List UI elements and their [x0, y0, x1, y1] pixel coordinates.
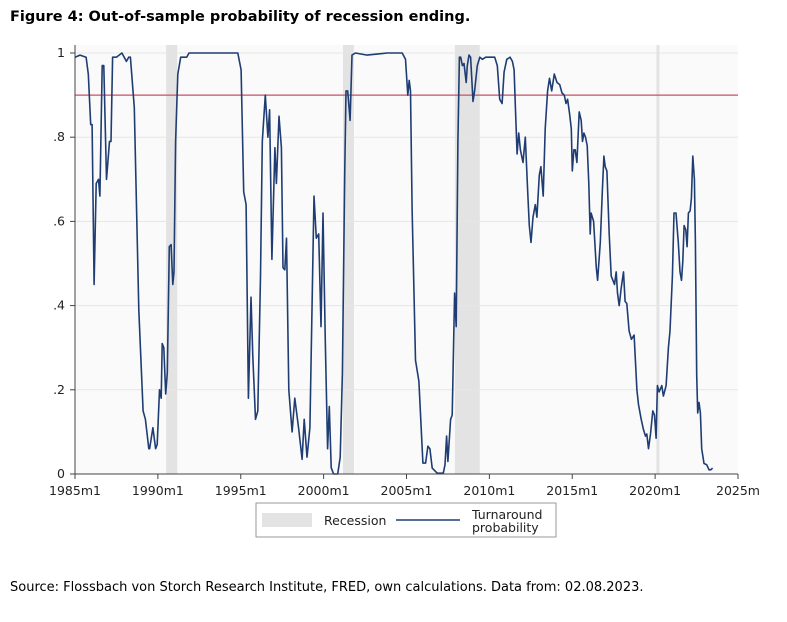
legend: Recession Turnaround probability: [255, 502, 557, 538]
source-note: Source: Flossbach von Storch Research In…: [10, 580, 644, 595]
x-tick-label: 2005m1: [381, 483, 433, 498]
y-tick-label: .8: [53, 129, 65, 144]
x-tick-label: 2020m1: [629, 483, 681, 498]
y-tick-label: .4: [53, 298, 65, 313]
legend-series-label-1: Turnaround: [471, 507, 542, 522]
x-tick-label: 1995m1: [215, 483, 267, 498]
x-tick-label: 2025m: [716, 483, 760, 498]
legend-recession-label: Recession: [324, 513, 386, 528]
y-tick-label: 0: [57, 466, 65, 481]
y-tick-label: .6: [53, 213, 65, 228]
figure-title: Figure 4: Out-of-sample probability of r…: [10, 9, 471, 25]
x-tick-label: 1990m1: [132, 483, 184, 498]
y-tick-label: .2: [53, 382, 65, 397]
x-tick-label: 2015m1: [546, 483, 598, 498]
x-tick-label: 1985m1: [49, 483, 101, 498]
legend-recession-swatch: [262, 513, 312, 527]
legend-series-label-2: probability: [472, 520, 539, 535]
x-tick-label: 2000m1: [298, 483, 350, 498]
series-line-turnaround-probability: [74, 52, 714, 475]
plot-area: [75, 45, 738, 474]
y-tick-label: 1: [57, 45, 65, 60]
recession-band: [656, 45, 660, 474]
x-tick-label: 2010m1: [463, 483, 515, 498]
recession-band: [343, 45, 354, 474]
